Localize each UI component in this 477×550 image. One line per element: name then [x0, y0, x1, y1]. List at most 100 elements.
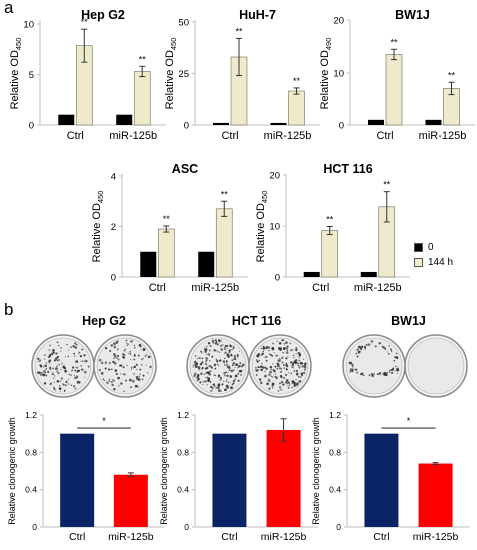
- dish-1-0-colony: [228, 351, 231, 354]
- dish-1-0-colony: [234, 358, 237, 361]
- dish-1-0-colony: [224, 344, 227, 348]
- dish-0-0-colony: [63, 367, 67, 370]
- dish-0-0-colony: [75, 346, 78, 349]
- dish-0-0-colony: [68, 383, 70, 385]
- dish-0-1-colony: [98, 358, 102, 362]
- dish-0-1-colony: [103, 379, 106, 382]
- dish-2-0-colony: [363, 374, 365, 377]
- od-chart-2-significance: **: [448, 70, 456, 80]
- od-chart-2-xtick-label: Ctrl: [376, 130, 393, 142]
- dish-1-1-colony: [260, 365, 263, 368]
- dish-1-1-colony: [291, 382, 294, 384]
- dish-1-0-colony: [205, 359, 208, 362]
- dish-1-1-colony: [287, 387, 290, 389]
- dish-0-0-colony: [77, 353, 79, 355]
- dish-1-0-colony: [240, 374, 242, 376]
- dish-1-1-colony: [279, 357, 281, 360]
- dish-1-1-colony: [260, 347, 263, 350]
- dish-2-0-colony: [392, 367, 395, 370]
- clono-chart-0-title: Hep G2: [82, 314, 126, 328]
- dish-0-1-colony: [135, 363, 138, 366]
- dish-0-1-colony: [105, 361, 107, 364]
- dish-1-0-colony: [208, 364, 211, 368]
- dish-1-1-colony: [254, 366, 257, 369]
- dish-0-0-colony: [44, 364, 47, 368]
- dish-0-0-colony: [50, 352, 54, 356]
- dish-1-1-colony: [276, 367, 279, 370]
- dish-1-0-colony: [237, 379, 240, 382]
- dish-1-1-colony: [284, 381, 288, 384]
- dish-1-0-colony: [219, 360, 221, 362]
- od-chart-0-bar-0h: [58, 114, 75, 125]
- dish-1-0-colony: [220, 378, 222, 380]
- od-chart-1-significance: **: [235, 26, 243, 36]
- dish-0-0-colony: [58, 387, 62, 390]
- dish-1-1-colony: [300, 372, 304, 375]
- dish-0-0-colony: [37, 371, 40, 374]
- dish-1-1-colony: [259, 381, 263, 385]
- clono-chart-2-ytick-label: 1.2: [329, 410, 341, 420]
- dish-1-1-colony: [264, 370, 266, 373]
- dish-0-0-colony: [59, 385, 61, 387]
- dish-1-1-colony: [273, 370, 276, 373]
- legend-item-0: 0: [414, 240, 453, 255]
- dish-0-1-colony: [145, 364, 147, 366]
- dish-1-0-colony: [203, 373, 206, 375]
- dish-0-1-colony: [131, 340, 134, 342]
- dish-0-1-colony: [139, 373, 141, 375]
- dish-0-1-colony: [110, 368, 113, 371]
- dish-0-0-colony: [75, 343, 78, 346]
- dish-1-0-colony: [206, 357, 209, 360]
- dish-0-1-colony: [122, 353, 125, 355]
- dish-0-1-colony: [114, 354, 117, 358]
- dish-1-1-colony: [286, 365, 289, 368]
- od-chart-2-title: BW1J: [395, 8, 430, 22]
- dish-0-1-colony: [148, 355, 151, 358]
- dish-1-0-colony: [225, 362, 228, 364]
- dish-1-1-colony: [285, 357, 288, 360]
- dish-2-0-colony: [389, 369, 391, 372]
- dish-1-1-colony: [256, 370, 258, 372]
- od-chart-3-ytick-label: 4: [111, 172, 116, 183]
- dish-1-1-colony: [286, 379, 289, 382]
- dish-1-1-colony: [273, 352, 275, 354]
- dish-1-0-colony: [220, 339, 222, 342]
- od-chart-0-title: Hep G2: [81, 8, 125, 22]
- dish-1-1-colony: [287, 385, 289, 387]
- dish-0-1-colony: [100, 361, 104, 365]
- dish-1-0-colony: [237, 356, 239, 358]
- dish-0-0-colony: [67, 355, 70, 358]
- dish-2-0-colony: [359, 347, 363, 351]
- dish-0-0-colony: [54, 367, 58, 370]
- dish-0-1-colony: [116, 348, 119, 351]
- dish-1-0-colony: [208, 349, 211, 352]
- clono-chart-1-ylabel: Relative clonogenic growth: [159, 417, 169, 525]
- dish-0-1-colony: [104, 347, 108, 350]
- dish-0-0-colony: [57, 344, 60, 347]
- dish-2-0-colony: [383, 372, 386, 374]
- dish-0-1-colony: [123, 373, 126, 376]
- dish-0-0-colony: [42, 374, 45, 377]
- dish-0-1-colony: [110, 344, 114, 347]
- dish-0-1-colony: [113, 357, 115, 360]
- dish-0-1-colony: [126, 344, 128, 347]
- dish-2-0-colony: [383, 375, 385, 377]
- dish-1-0-colony: [226, 375, 228, 377]
- dish-1-0-colony: [218, 351, 221, 354]
- dish-1-1-colony: [271, 355, 274, 357]
- dish-0-1-colony: [109, 349, 112, 353]
- dish-1-0-colony: [217, 374, 221, 377]
- dish-1-0-colony: [200, 372, 203, 376]
- dish-1-0-colony: [199, 362, 203, 366]
- dish-1-1-colony: [292, 380, 295, 383]
- dish-1-1-colony: [261, 363, 263, 365]
- dish-1-1-colony: [293, 370, 296, 372]
- dish-1-1-colony: [284, 373, 288, 376]
- dishes-layer: [31, 334, 468, 398]
- dish-0-0-colony: [56, 370, 59, 373]
- dish-1-1-colony: [282, 363, 285, 367]
- clono-chart-0-bar-mir125b: [113, 474, 148, 527]
- dish-0-0-colony: [53, 386, 55, 389]
- dish-1-1-colony: [292, 354, 295, 357]
- dish-0-0-colony: [40, 371, 43, 374]
